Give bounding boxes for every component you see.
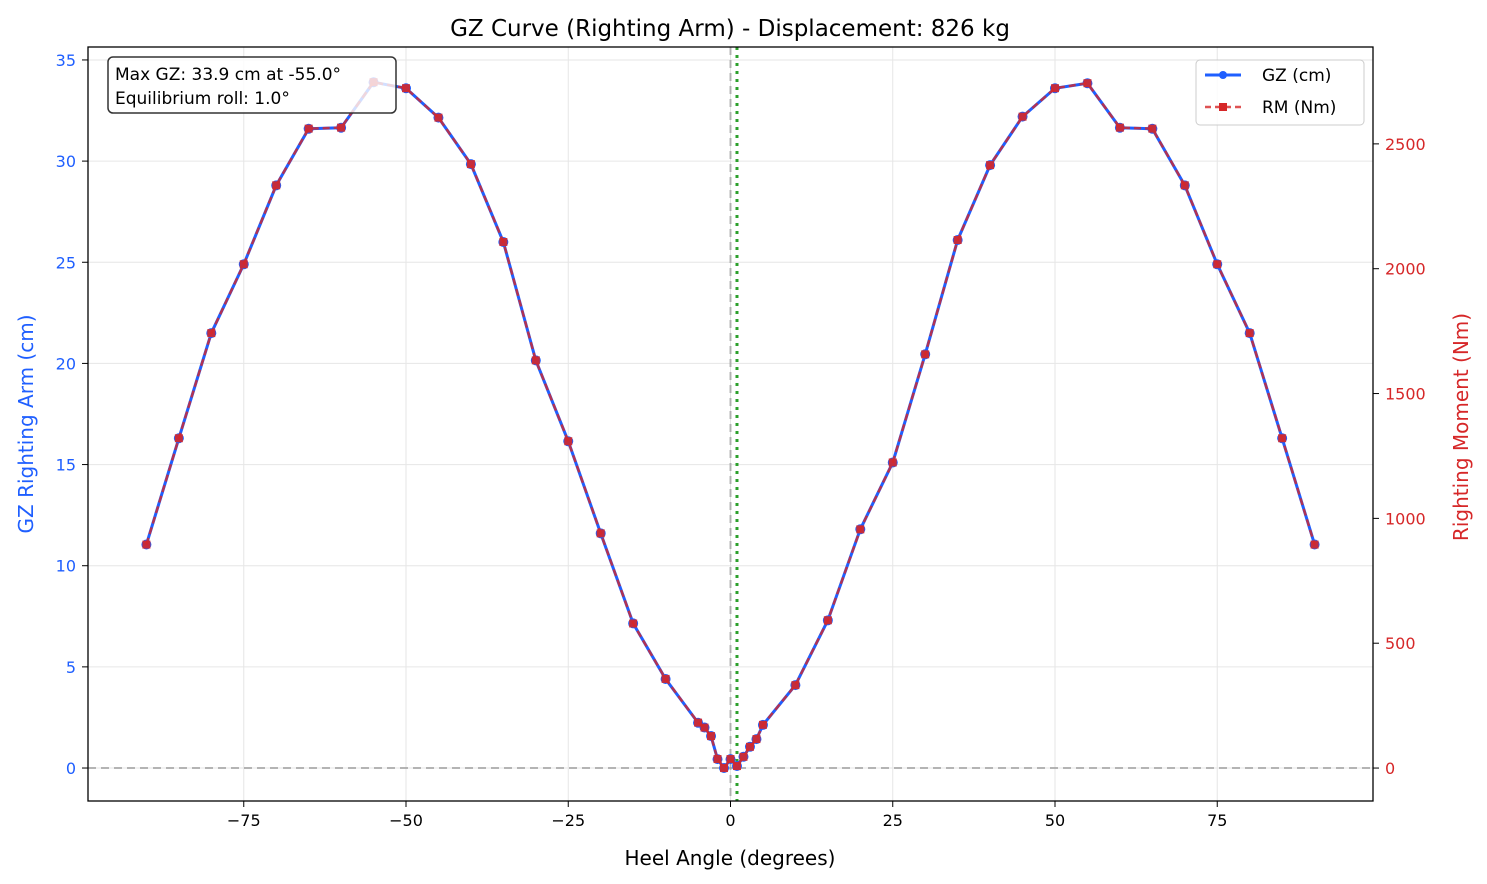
rm-point — [466, 160, 475, 169]
rm-point — [1018, 112, 1027, 121]
x-axis-label: Heel Angle (degrees) — [625, 846, 836, 870]
y-tick-label: 30 — [56, 152, 76, 171]
y-tick-label: 15 — [56, 456, 76, 475]
x-tick-label: 75 — [1207, 811, 1227, 830]
legend: GZ (cm) RM (Nm) — [1195, 59, 1365, 126]
x-tick-label: −50 — [389, 811, 423, 830]
rm-point — [1083, 79, 1092, 88]
y-tick-label: 0 — [66, 759, 76, 778]
rm-point — [661, 674, 670, 683]
rm-point — [752, 735, 761, 744]
rm-point — [1050, 84, 1059, 93]
x-tick-label: 25 — [883, 811, 903, 830]
y-tick-label: 10 — [56, 557, 76, 576]
rm-point — [1148, 124, 1157, 133]
annotation-equilibrium: Equilibrium roll: 1.0° — [115, 89, 290, 109]
x-tick-label: 0 — [725, 811, 735, 830]
y-right-tick-label: 2500 — [1385, 135, 1426, 154]
y-axis-label: GZ Righting Arm (cm) — [14, 315, 38, 534]
rm-point — [434, 113, 443, 122]
legend-gz-label: GZ (cm) — [1262, 66, 1331, 86]
y-tick-label: 20 — [56, 354, 76, 373]
rm-point — [1310, 540, 1319, 549]
rm-point — [142, 540, 151, 549]
rm-point — [1213, 260, 1222, 269]
rm-point — [402, 84, 411, 93]
annotation-max-gz: Max GZ: 33.9 cm at -55.0° — [115, 65, 341, 85]
rm-point — [745, 742, 754, 751]
rm-point — [732, 762, 741, 771]
rm-point — [596, 529, 605, 538]
rm-point — [272, 181, 281, 190]
x-tick-label: 50 — [1045, 811, 1065, 830]
rm-point — [726, 755, 735, 764]
annotation-box: Max GZ: 33.9 cm at -55.0° Equilibrium ro… — [107, 56, 397, 114]
rm-point — [921, 350, 930, 359]
rm-point — [1115, 123, 1124, 132]
rm-point — [239, 260, 248, 269]
rm-point — [1245, 329, 1254, 338]
rm-point — [304, 124, 313, 133]
rm-point — [953, 235, 962, 244]
rm-point — [823, 616, 832, 625]
legend-gz-marker — [1219, 71, 1227, 79]
y-tick-label: 25 — [56, 253, 76, 272]
rm-point — [531, 356, 540, 365]
rm-point — [337, 123, 346, 132]
legend-rm-label: RM (Nm) — [1262, 98, 1336, 118]
rm-point — [174, 434, 183, 443]
x-tick-label: −75 — [227, 811, 261, 830]
rm-point — [499, 237, 508, 246]
y-right-tick-label: 0 — [1385, 759, 1395, 778]
rm-point — [758, 720, 767, 729]
chart-title: GZ Curve (Righting Arm) - Displacement: … — [450, 16, 1010, 42]
y-right-tick-label: 1500 — [1385, 385, 1426, 404]
rm-point — [739, 752, 748, 761]
rm-point — [207, 329, 216, 338]
rm-point — [1180, 181, 1189, 190]
rm-point — [791, 681, 800, 690]
rm-point — [564, 437, 573, 446]
rm-point — [888, 458, 897, 467]
y-right-tick-label: 2000 — [1385, 260, 1426, 279]
y-right-tick-label: 1000 — [1385, 509, 1426, 528]
rm-point — [700, 723, 709, 732]
y-axis-right-label: Righting Moment (Nm) — [1449, 313, 1473, 541]
y-right-tick-label: 500 — [1385, 634, 1416, 653]
rm-point — [1278, 434, 1287, 443]
rm-point — [720, 764, 729, 773]
legend-rm-marker — [1219, 103, 1227, 111]
rm-point — [707, 732, 716, 741]
rm-point — [713, 755, 722, 764]
y-tick-label: 35 — [56, 51, 76, 70]
rm-point — [856, 525, 865, 534]
rm-point — [629, 619, 638, 628]
x-tick-label: −25 — [551, 811, 585, 830]
rm-point — [694, 718, 703, 727]
y-tick-label: 5 — [66, 658, 76, 677]
rm-point — [986, 161, 995, 170]
